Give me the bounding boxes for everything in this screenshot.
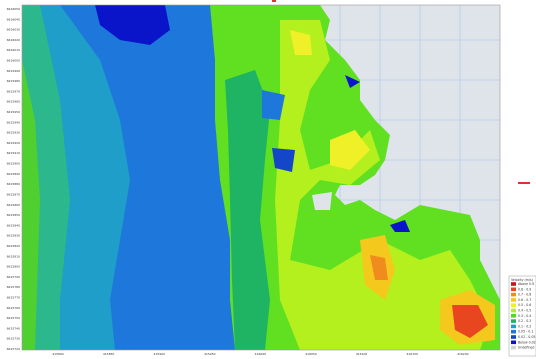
y-tick-label: 6615850 bbox=[7, 213, 20, 217]
y-tick-label: 6615770 bbox=[7, 295, 20, 299]
y-tick-label: 6615730 bbox=[7, 337, 20, 341]
y-tick-label: 6615920 bbox=[7, 141, 20, 145]
x-tick-label: 416200 bbox=[457, 352, 469, 356]
legend-swatch bbox=[511, 288, 516, 292]
x-tick-label: 415900 bbox=[153, 352, 165, 356]
y-tick-label: 6615940 bbox=[7, 120, 20, 124]
x-tick-label: 416100 bbox=[356, 352, 368, 356]
y-tick-label: 6615860 bbox=[7, 203, 20, 207]
legend-swatch bbox=[511, 282, 516, 286]
legend-label: 0.3 - 0.4 bbox=[518, 314, 531, 318]
legend-swatch bbox=[511, 298, 516, 302]
legend-swatch bbox=[511, 293, 516, 297]
legend-swatch bbox=[511, 330, 516, 334]
y-tick-label: 6615900 bbox=[7, 162, 20, 166]
x-tick-label: 415800 bbox=[52, 352, 64, 356]
y-tick-label: 6615890 bbox=[7, 172, 20, 176]
legend-swatch bbox=[511, 319, 516, 323]
y-tick-label: 6615840 bbox=[7, 223, 20, 227]
y-tick-label: 6615950 bbox=[7, 110, 20, 114]
y-tick-label: 6615960 bbox=[7, 100, 20, 104]
legend-label: 0.02 - 0.05 bbox=[518, 335, 535, 339]
x-tick-label: 415850 bbox=[103, 352, 115, 356]
y-tick-label: 6615750 bbox=[7, 316, 20, 320]
y-tick-label: 6615830 bbox=[7, 234, 20, 238]
y-tick-label: 6615760 bbox=[7, 306, 20, 310]
y-tick-label: 6615720 bbox=[7, 347, 20, 351]
y-tick-label: 6615930 bbox=[7, 131, 20, 135]
marker bbox=[518, 182, 530, 184]
y-tick-label: 6616000 bbox=[7, 59, 20, 63]
x-tick-label: 416050 bbox=[305, 352, 317, 356]
legend-label: Undefined bbox=[518, 346, 534, 350]
y-tick-label: 6615780 bbox=[7, 285, 20, 289]
legend-swatch bbox=[511, 314, 516, 318]
legend-label: 0.7 - 0.8 bbox=[518, 293, 531, 297]
y-tick-label: 6615910 bbox=[7, 151, 20, 155]
legend-swatch bbox=[511, 309, 516, 313]
y-tick-label: 6615820 bbox=[7, 244, 20, 248]
legend-label: Above 0.9 bbox=[518, 282, 534, 286]
legend-swatch bbox=[511, 303, 516, 307]
y-tick-label: 6615980 bbox=[7, 79, 20, 83]
legend-label: 0.1 - 0.2 bbox=[518, 324, 531, 328]
y-tick-label: 6616030 bbox=[7, 28, 20, 32]
x-tick-label: 415950 bbox=[204, 352, 216, 356]
legend-label: 0.4 - 0.5 bbox=[518, 309, 531, 313]
legend-label: 0.5 - 0.6 bbox=[518, 303, 531, 307]
legend-swatch bbox=[511, 325, 516, 329]
y-tick-label: 6615790 bbox=[7, 275, 20, 279]
y-tick-label: 6615870 bbox=[7, 192, 20, 196]
legend-label: Below 0.02 bbox=[518, 340, 536, 344]
y-tick-label: 6616040 bbox=[7, 17, 20, 21]
legend: Velocity (m/s) Above 0.90.8 - 0.90.7 - 0… bbox=[509, 276, 536, 356]
y-tick-label: 6616050 bbox=[7, 7, 20, 11]
y-tick-label: 6616020 bbox=[7, 38, 20, 42]
legend-swatch bbox=[511, 335, 516, 339]
legend-swatch bbox=[511, 346, 516, 350]
y-tick-label: 6615970 bbox=[7, 89, 20, 93]
y-tick-label: 6615810 bbox=[7, 254, 20, 258]
legend-label: 0.05 - 0.1 bbox=[518, 330, 533, 334]
y-tick-label: 6615800 bbox=[7, 265, 20, 269]
y-tick-label: 6616010 bbox=[7, 48, 20, 52]
legend-label: 0.6 - 0.7 bbox=[518, 298, 531, 302]
x-tick-label: 416150 bbox=[406, 352, 418, 356]
y-tick-label: 6615990 bbox=[7, 69, 20, 73]
legend-swatch bbox=[511, 341, 516, 345]
x-tick-label: 416000 bbox=[255, 352, 267, 356]
y-tick-label: 6615740 bbox=[7, 326, 20, 330]
marker bbox=[272, 0, 276, 2]
map-view: 415800 415850 415900 415950 416000 416050 4161… bbox=[0, 0, 536, 359]
y-tick-label: 6615880 bbox=[7, 182, 20, 186]
legend-label: 0.2 - 0.3 bbox=[518, 319, 531, 323]
legend-label: 0.8 - 0.9 bbox=[518, 287, 531, 291]
